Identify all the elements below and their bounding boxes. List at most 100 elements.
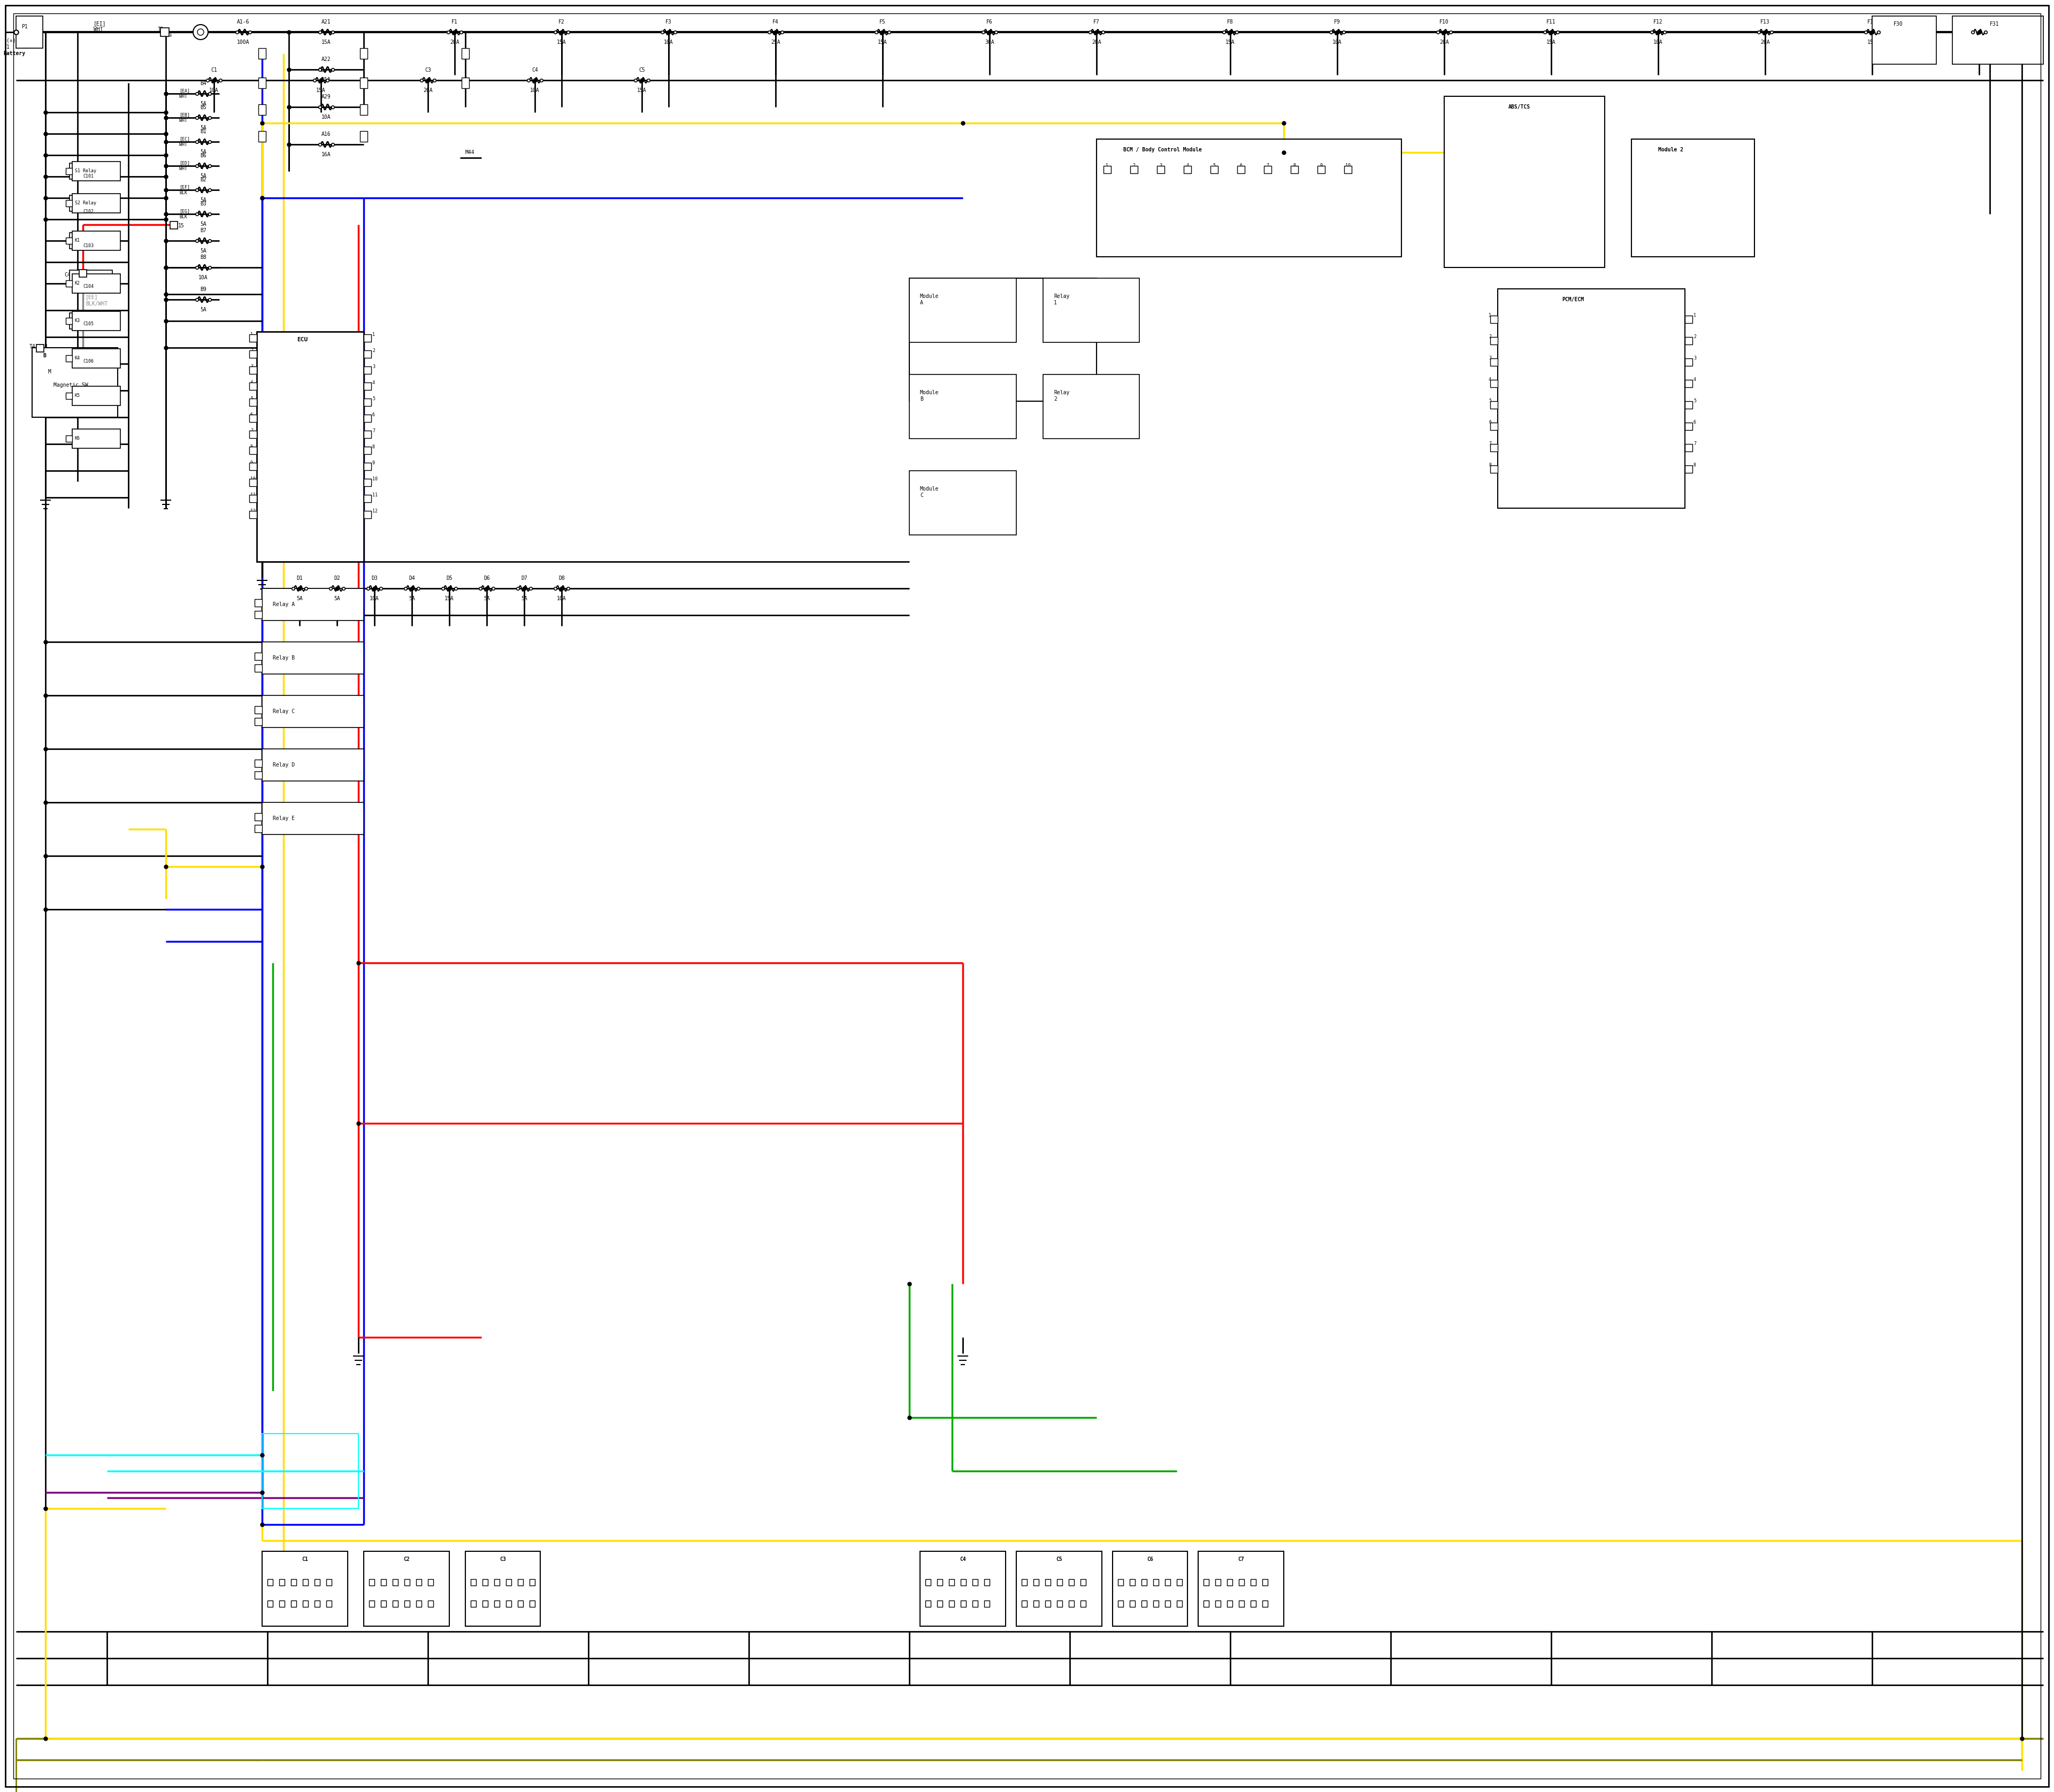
Bar [327, 1600, 331, 1607]
Bar [370, 1600, 374, 1607]
Text: 1: 1 [251, 332, 253, 337]
Bar [984, 1600, 990, 1607]
Text: 7: 7 [1267, 163, 1269, 168]
Bar [1216, 1600, 1220, 1607]
Bar [1033, 1579, 1039, 1586]
Bar [926, 1600, 930, 1607]
Text: 1: 1 [168, 32, 173, 38]
Bar [462, 48, 468, 59]
Bar [72, 274, 121, 294]
Bar [267, 1579, 273, 1586]
Text: Magnetic SW: Magnetic SW [53, 382, 88, 387]
Bar [249, 511, 257, 518]
Bar [910, 471, 1017, 536]
Bar [1130, 167, 1138, 174]
Bar [1142, 1579, 1146, 1586]
Text: C1: C1 [212, 68, 218, 73]
Text: 5A: 5A [199, 149, 205, 154]
Text: F5: F5 [879, 20, 885, 25]
Bar [249, 398, 257, 407]
Bar [263, 642, 364, 674]
Bar [263, 1434, 357, 1509]
Bar [359, 131, 368, 142]
Bar [255, 760, 263, 767]
Bar [364, 446, 372, 453]
Text: 7: 7 [1692, 441, 1697, 446]
Text: C103: C103 [82, 244, 94, 249]
Text: Relay A: Relay A [273, 602, 296, 607]
Text: A22: A22 [322, 57, 331, 63]
Text: 10A: 10A [210, 88, 218, 93]
Bar [66, 355, 72, 362]
Bar [249, 335, 257, 342]
Text: (+): (+) [6, 38, 16, 43]
Text: 15A: 15A [322, 77, 331, 82]
Text: 10: 10 [251, 477, 255, 482]
Text: 15A: 15A [877, 39, 887, 45]
Bar [80, 269, 86, 278]
Bar [364, 495, 372, 502]
Bar [949, 1579, 955, 1586]
Text: Relay 5: Relay 5 [72, 319, 90, 323]
Bar [1165, 1600, 1171, 1607]
Text: Relay 2: Relay 2 [72, 201, 90, 206]
Bar [483, 1579, 489, 1586]
Bar [364, 414, 372, 423]
Bar [1130, 1579, 1136, 1586]
Bar [263, 749, 364, 781]
Text: A29: A29 [322, 95, 331, 100]
Text: 8: 8 [1294, 163, 1296, 168]
Text: 10: 10 [1345, 163, 1352, 168]
Text: 5A: 5A [199, 174, 205, 179]
Text: C106: C106 [82, 358, 94, 364]
Bar [1021, 1579, 1027, 1586]
Bar [1491, 444, 1497, 452]
Bar [263, 803, 364, 835]
Text: C6: C6 [1146, 1557, 1152, 1563]
Text: F3: F3 [665, 20, 672, 25]
Bar [1953, 16, 2044, 65]
Circle shape [193, 25, 207, 39]
Text: BLK/WHT: BLK/WHT [86, 301, 107, 306]
Bar [359, 104, 368, 115]
Text: 11: 11 [372, 493, 378, 496]
Bar [1165, 1579, 1171, 1586]
Text: 20A: 20A [450, 39, 460, 45]
Bar [1021, 1600, 1027, 1607]
Text: 5A: 5A [296, 597, 302, 602]
Bar [530, 1579, 534, 1586]
Text: T1: T1 [158, 27, 164, 32]
Bar [66, 238, 72, 244]
Text: 5A: 5A [199, 222, 205, 228]
Bar [1251, 1579, 1255, 1586]
Text: C4: C4 [959, 1557, 965, 1563]
Text: A21: A21 [322, 20, 331, 25]
Bar [255, 824, 263, 831]
Bar [1444, 97, 1604, 267]
Bar [292, 1579, 296, 1586]
Text: Relay 4: Relay 4 [72, 276, 90, 281]
Text: K4: K4 [74, 357, 80, 360]
Text: 5: 5 [1489, 400, 1491, 403]
Text: Battery: Battery [4, 50, 25, 56]
Text: 4: 4 [1692, 378, 1697, 382]
Text: 8: 8 [372, 444, 376, 450]
Bar [72, 387, 121, 405]
Text: 5A: 5A [335, 597, 341, 602]
Text: [EF]
BLK: [EF] BLK [179, 185, 189, 195]
Bar [1058, 1600, 1062, 1607]
Bar [66, 201, 72, 206]
Text: C4: C4 [532, 68, 538, 73]
Text: S1 Relay: S1 Relay [74, 168, 97, 174]
Text: Relay 3: Relay 3 [72, 238, 90, 244]
Bar [364, 351, 372, 358]
Bar [1177, 1600, 1183, 1607]
Bar [427, 1600, 433, 1607]
Bar [1226, 1600, 1232, 1607]
Bar [1491, 315, 1497, 323]
Bar [1871, 16, 1937, 65]
Text: 2: 2 [251, 348, 253, 353]
Bar [364, 382, 372, 391]
Text: F8: F8 [1226, 20, 1232, 25]
Bar [249, 478, 257, 486]
